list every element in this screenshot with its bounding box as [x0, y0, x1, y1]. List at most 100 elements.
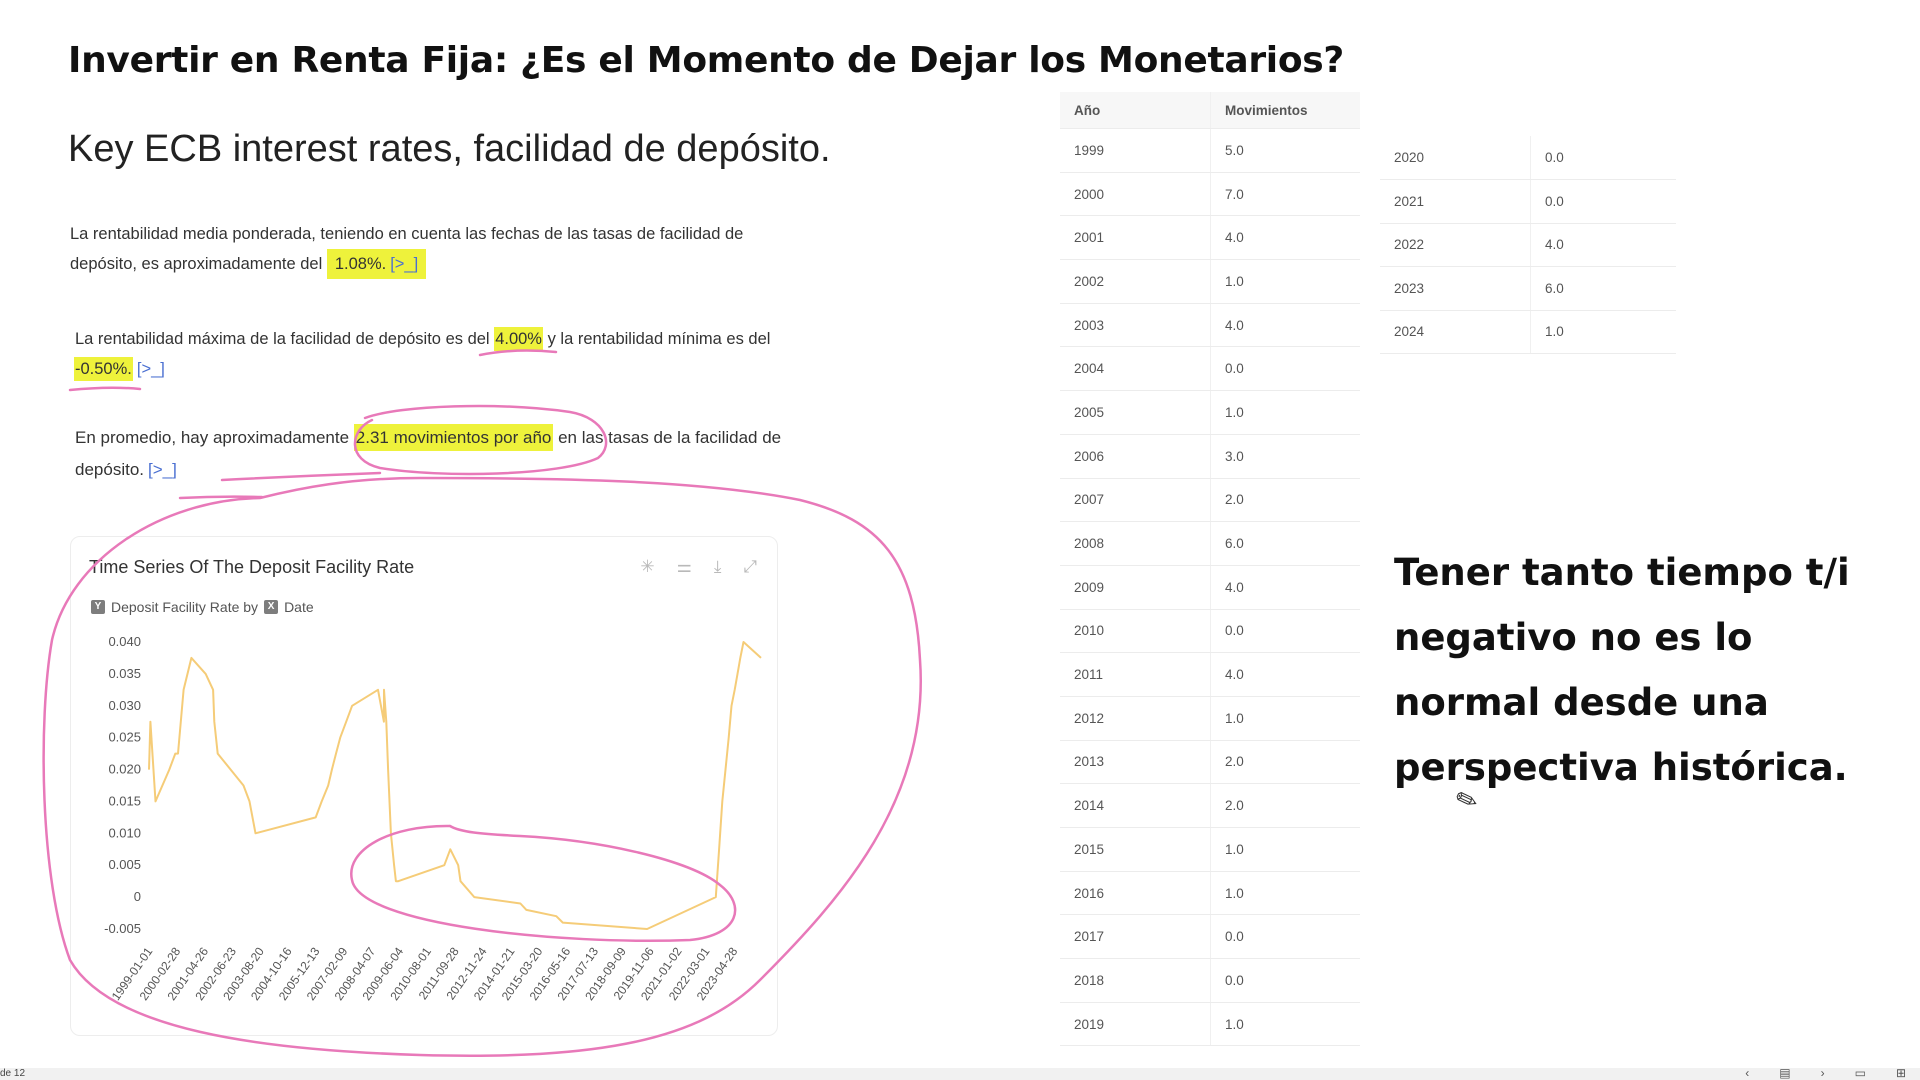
cell-movements[interactable]: 2.0 [1210, 783, 1360, 828]
table-row: 2006 3.0 [1060, 434, 1360, 479]
cell-year[interactable]: 2000 [1060, 172, 1211, 217]
table-row: 2001 4.0 [1060, 215, 1360, 261]
table-row: 2014 2.0 [1060, 783, 1360, 828]
time-series-chart[interactable]: 0.040 0.035 0.030 0.025 0.020 0.015 0.010 0.005… [71, 537, 777, 1035]
cell-year[interactable]: 2007 [1060, 478, 1211, 523]
cell-movements[interactable]: 4.0 [1530, 223, 1676, 267]
cell-year[interactable]: 2014 [1060, 783, 1211, 828]
highlight-max-rate: 4.00% [494, 327, 543, 351]
cell-year[interactable]: 2017 [1060, 914, 1211, 960]
y-tick-label: 0.035 [108, 666, 141, 681]
cell-year[interactable]: 1999 [1060, 128, 1211, 173]
cell-movements[interactable]: 1.0 [1210, 696, 1360, 741]
next-page-icon[interactable]: › [1820, 1066, 1825, 1080]
previous-page-icon[interactable]: ‹ [1745, 1066, 1750, 1080]
y-tick-label: 0.030 [108, 698, 141, 713]
page-view-icon[interactable]: ▤ [1779, 1066, 1791, 1080]
cell-year[interactable]: 2022 [1380, 223, 1531, 267]
cell-year[interactable]: 2004 [1060, 346, 1211, 392]
cell-movements[interactable]: 1.0 [1210, 1002, 1360, 1047]
cell-movements[interactable]: 1.0 [1210, 827, 1360, 872]
cell-year[interactable]: 2005 [1060, 390, 1211, 435]
cell-year[interactable]: 2023 [1380, 266, 1531, 311]
cell-year[interactable]: 2012 [1060, 696, 1211, 741]
cell-movements[interactable]: 0.0 [1210, 958, 1360, 1003]
code-reference-link[interactable]: [>_] [136, 360, 165, 378]
cell-year[interactable]: 2001 [1060, 215, 1211, 261]
cell-movements[interactable]: 6.0 [1210, 521, 1360, 566]
paragraph-max-min: La rentabilidad máxima de la facilidad d… [74, 324, 770, 384]
paragraph-line: La rentabilidad máxima de la facilidad d… [75, 324, 770, 354]
cell-year[interactable]: 2009 [1060, 565, 1211, 610]
cell-movements[interactable]: 0.0 [1210, 914, 1360, 960]
code-reference-link[interactable]: [>_] [148, 460, 177, 479]
page-subtitle: Key ECB interest rates, facilidad de dep… [68, 128, 831, 170]
table-row: 2010 0.0 [1060, 609, 1360, 654]
table-header-row: Año Movimientos [1060, 92, 1360, 129]
cell-year[interactable]: 2006 [1060, 434, 1211, 479]
y-tick-label: 0.005 [108, 857, 141, 872]
cell-movements[interactable]: 0.0 [1530, 179, 1676, 224]
table-row: 2000 7.0 [1060, 172, 1360, 217]
cell-year[interactable]: 2020 [1380, 136, 1531, 180]
table-row: 2017 0.0 [1060, 914, 1360, 960]
cell-movements[interactable]: 2.0 [1210, 740, 1360, 785]
cell-movements[interactable]: 0.0 [1210, 346, 1360, 392]
paragraph-text: en las tasas de la facilidad de [553, 428, 782, 447]
y-tick-label: 0.010 [108, 825, 141, 840]
status-bar-controls: ‹ ▤ › ▭ ⊞ [1745, 1066, 1906, 1080]
cell-movements[interactable]: 1.0 [1210, 871, 1360, 916]
remark-text: Tener tanto tiempo t/i negativo no es lo… [1394, 551, 1850, 789]
table-row: 2020 0.0 [1380, 136, 1676, 180]
cell-year[interactable]: 2003 [1060, 303, 1211, 348]
paragraph-weighted-average: La rentabilidad media ponderada, teniend… [70, 219, 743, 279]
series-line [148, 641, 762, 930]
table-row: 2021 0.0 [1380, 179, 1676, 224]
table-row: 2008 6.0 [1060, 521, 1360, 566]
cell-year[interactable]: 2013 [1060, 740, 1211, 785]
cell-year[interactable]: 2008 [1060, 521, 1211, 566]
cell-year[interactable]: 2011 [1060, 652, 1211, 697]
cell-movements[interactable]: 0.0 [1530, 136, 1676, 180]
cell-movements[interactable]: 2.0 [1210, 478, 1360, 523]
paragraph-line: La rentabilidad media ponderada, teniend… [70, 225, 744, 243]
y-tick-label: 0.020 [108, 762, 141, 777]
paragraph-text: depósito, es aproximadamente del [70, 255, 327, 273]
cell-movements[interactable]: 5.0 [1210, 128, 1360, 173]
chart-card: Time Series Of The Deposit Facility Rate… [70, 536, 778, 1036]
underline-stroke [178, 495, 264, 500]
cell-movements[interactable]: 1.0 [1530, 310, 1676, 354]
cell-movements[interactable]: 1.0 [1210, 259, 1360, 304]
cell-movements[interactable]: 4.0 [1210, 565, 1360, 610]
cell-movements[interactable]: 4.0 [1210, 303, 1360, 348]
paragraph-line: En promedio, hay aproximadamente 2.31 mo… [75, 422, 781, 454]
status-bar [0, 1068, 1920, 1080]
paragraph-line: -0.50%. [>_] [74, 354, 770, 384]
table-row: 2013 2.0 [1060, 740, 1360, 785]
paragraph-text: y la rentabilidad mínima es del [542, 330, 771, 348]
paragraph-movements: En promedio, hay aproximadamente 2.31 mo… [75, 422, 781, 486]
cell-year[interactable]: 2019 [1060, 1002, 1211, 1047]
cell-year[interactable]: 2016 [1060, 871, 1211, 916]
cell-movements[interactable]: 0.0 [1210, 609, 1360, 654]
layout-icon[interactable]: ▭ [1854, 1066, 1866, 1080]
column-header-year[interactable]: Año [1060, 92, 1211, 129]
cell-movements[interactable]: 3.0 [1210, 434, 1360, 479]
cell-year[interactable]: 2018 [1060, 958, 1211, 1003]
cell-movements[interactable]: 4.0 [1210, 215, 1360, 261]
table-row: 2023 6.0 [1380, 266, 1676, 311]
code-reference-link[interactable]: [>_] [390, 255, 419, 273]
cell-year[interactable]: 2015 [1060, 827, 1211, 872]
cell-year[interactable]: 2021 [1380, 179, 1531, 224]
movements-table-continued: 2020 0.0 2021 0.0 2022 4.0 2023 6.0 2024 1.0 [1380, 136, 1676, 354]
cell-movements[interactable]: 7.0 [1210, 172, 1360, 217]
cell-year[interactable]: 2024 [1380, 310, 1531, 354]
cell-movements[interactable]: 4.0 [1210, 652, 1360, 697]
cell-year[interactable]: 2002 [1060, 259, 1211, 304]
cell-movements[interactable]: 1.0 [1210, 390, 1360, 435]
column-header-movements[interactable]: Movimientos [1210, 92, 1360, 129]
cell-movements[interactable]: 6.0 [1530, 266, 1676, 311]
cell-year[interactable]: 2010 [1060, 609, 1211, 654]
grid-view-icon[interactable]: ⊞ [1895, 1066, 1906, 1080]
paragraph-line: depósito, es aproximadamente del 1.08%.[… [70, 249, 743, 279]
